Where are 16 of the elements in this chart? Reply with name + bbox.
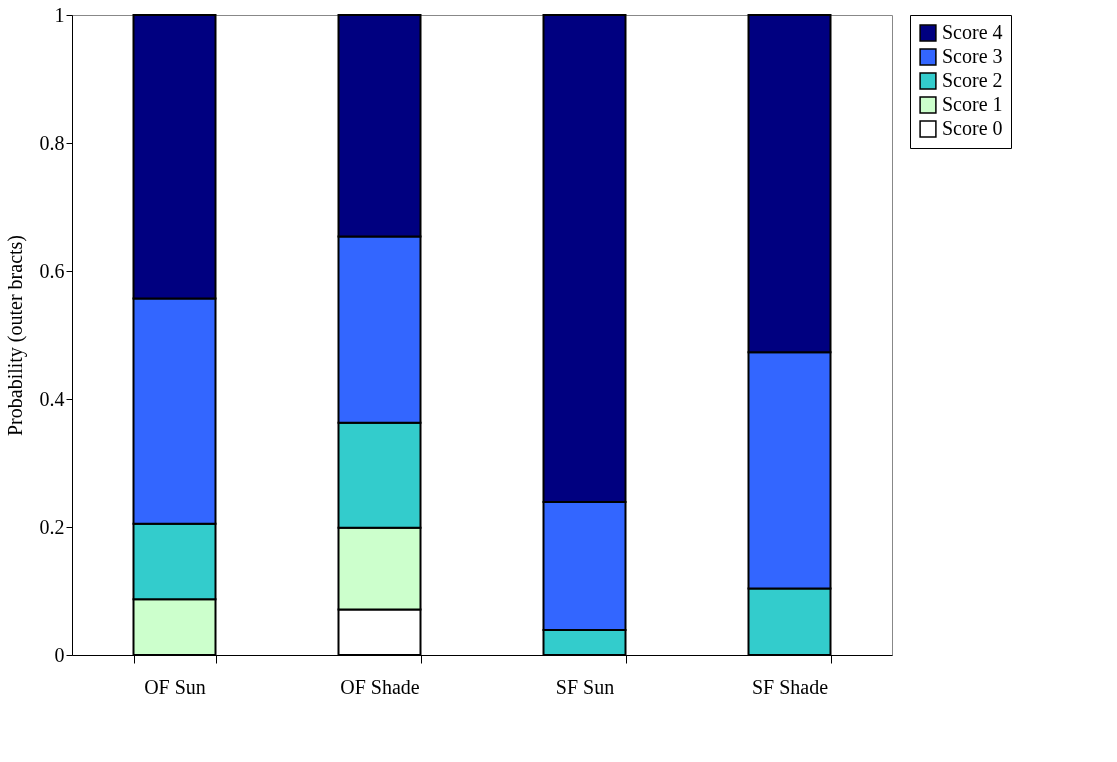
- y-tick-label: 0: [54, 643, 65, 666]
- y-axis-title: Probability (outer bracts): [3, 234, 27, 437]
- y-tick-label: 1: [54, 3, 65, 26]
- legend-label: Score 1: [942, 93, 1003, 115]
- y-tick-label: 0.8: [39, 131, 65, 154]
- y-tick-label: 0.4: [39, 387, 65, 410]
- legend-label: Score 0: [942, 117, 1003, 139]
- x-tick-label: OF Shade: [340, 675, 420, 698]
- legend-label: Score 4: [942, 21, 1003, 43]
- y-tick-label: 0.2: [39, 515, 65, 538]
- legend-label: Score 2: [942, 69, 1003, 91]
- y-tick-label: 0.6: [39, 259, 65, 282]
- x-tick-label: SF Shade: [751, 675, 829, 698]
- x-tick-label: SF Sun: [555, 675, 615, 698]
- legend-label: Score 3: [942, 45, 1003, 67]
- x-tick-label: OF Sun: [144, 675, 206, 698]
